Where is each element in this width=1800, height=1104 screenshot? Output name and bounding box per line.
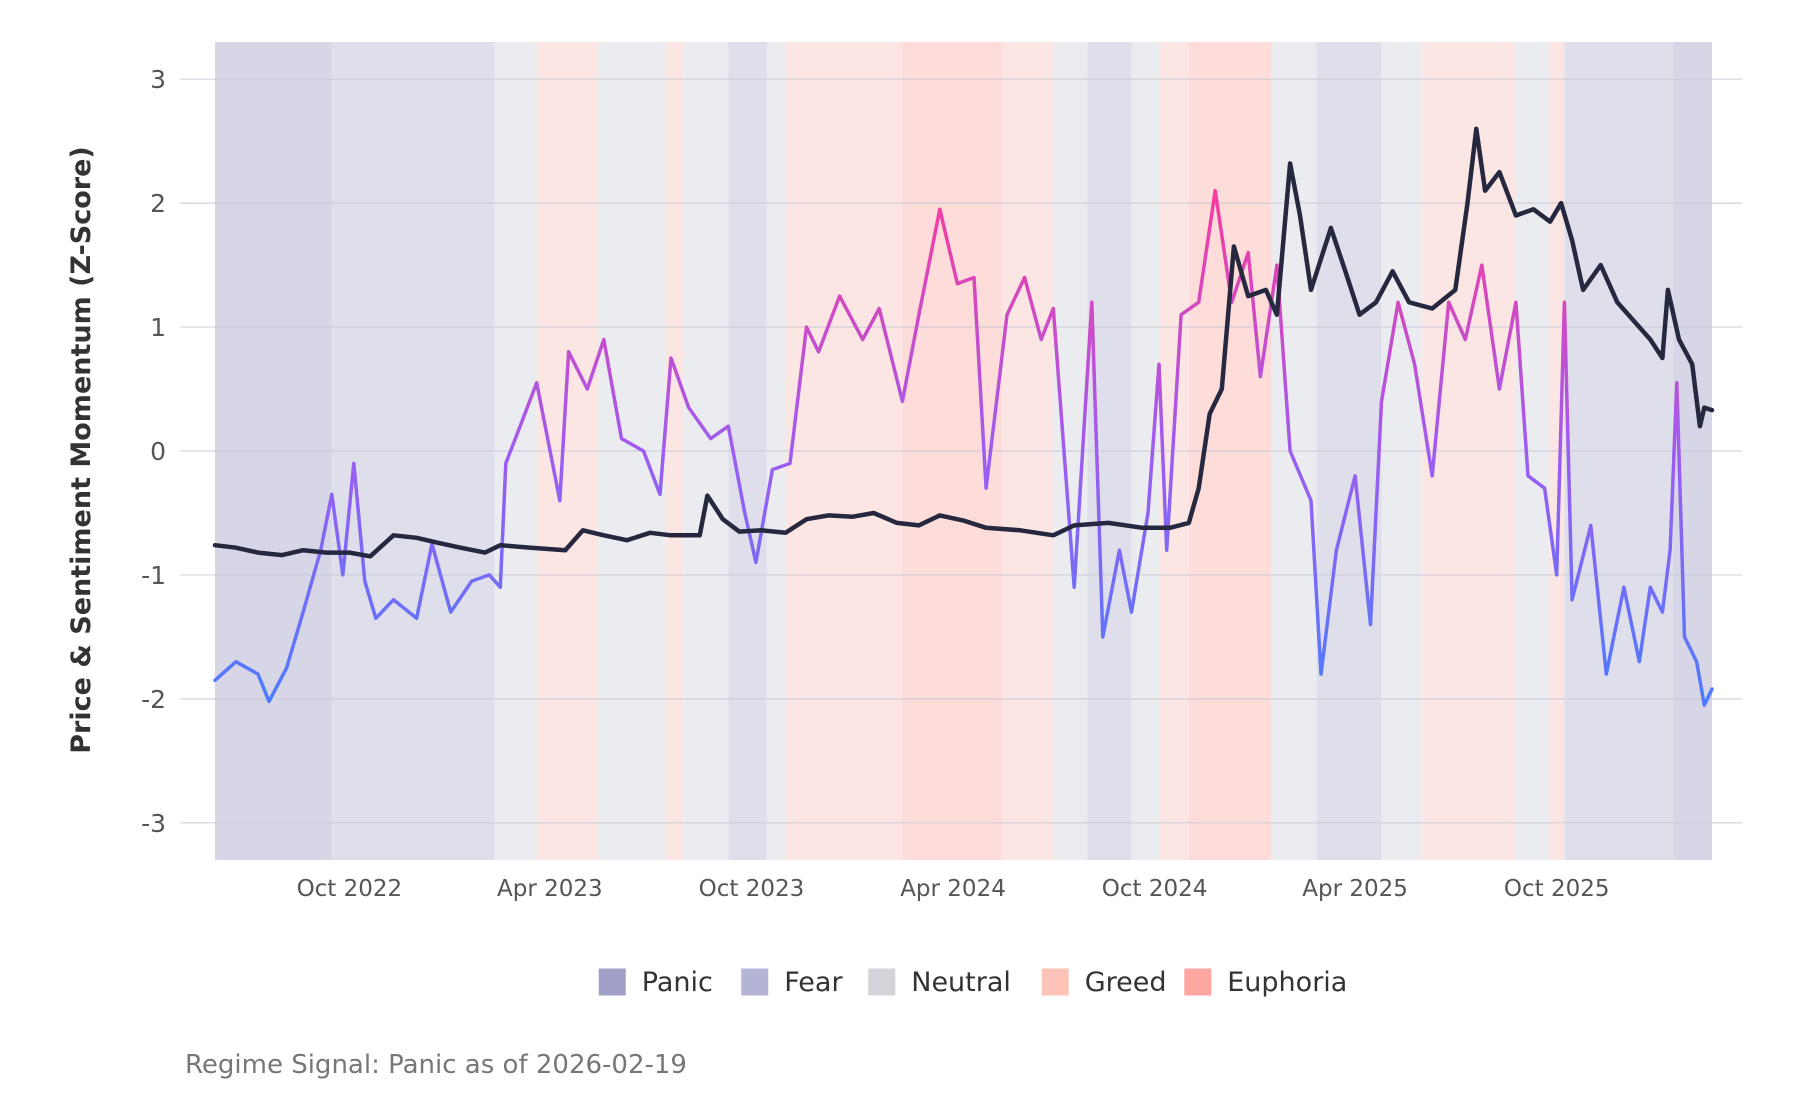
x-tick-label: Oct 2025: [1504, 876, 1610, 902]
gridlines: [180, 78, 1742, 824]
x-axis-ticks: Oct 2022 Apr 2023 Oct 2023 Apr 2024 Oct 2024…: [297, 876, 1610, 902]
y-tick-label: 1: [150, 313, 166, 342]
legend: Panic Fear Neutral Greed Euphoria: [598, 967, 1347, 998]
y-tick-label: 0: [150, 437, 166, 466]
legend-swatch-panic: [598, 968, 626, 996]
legend-label-neutral: Neutral: [911, 967, 1011, 998]
legend-swatch-euphoria: [1184, 968, 1212, 996]
sentiment-momentum-line: [213, 188, 1714, 707]
chart-caption: Regime Signal: Panic as of 2026-02-19: [185, 1050, 687, 1080]
x-tick-label: Oct 2023: [699, 876, 805, 902]
x-tick-label: Apr 2025: [1302, 876, 1408, 902]
legend-label-fear: Fear: [784, 967, 843, 998]
price-momentum-line: [212, 126, 1715, 559]
legend-swatch-neutral: [868, 968, 896, 996]
y-tick-label: -2: [141, 685, 166, 714]
legend-label-euphoria: Euphoria: [1227, 967, 1347, 998]
x-tick-label: Apr 2023: [497, 876, 603, 902]
y-tick-label: 3: [150, 65, 166, 94]
y-tick-label: -1: [141, 561, 166, 590]
y-tick-label: 2: [150, 189, 166, 218]
x-tick-label: Oct 2022: [297, 876, 403, 902]
legend-label-panic: Panic: [642, 967, 713, 998]
y-axis-ticks: 3 2 1 0 -1 -2 -3: [141, 65, 166, 838]
y-axis-label: Price & Sentiment Momentum (Z-Score): [66, 146, 97, 754]
legend-swatch-fear: [741, 968, 769, 996]
x-tick-label: Oct 2024: [1102, 876, 1208, 902]
legend-swatch-greed: [1041, 968, 1069, 996]
y-tick-label: -3: [141, 809, 166, 838]
series-lines: [212, 126, 1715, 707]
x-tick-label: Apr 2024: [900, 876, 1006, 902]
legend-label-greed: Greed: [1085, 967, 1167, 998]
